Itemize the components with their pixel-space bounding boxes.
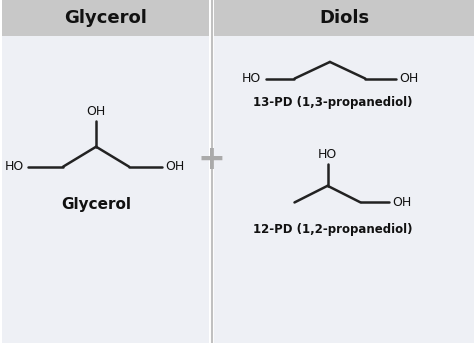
Bar bbox=[214, 0, 474, 343]
Text: OH: OH bbox=[86, 105, 106, 118]
Text: OH: OH bbox=[165, 160, 185, 173]
Text: 13-PD (1,3-propanediol): 13-PD (1,3-propanediol) bbox=[253, 96, 412, 109]
Text: HO: HO bbox=[242, 72, 262, 85]
Bar bbox=[214, 0, 474, 36]
Text: 12-PD (1,2-propanediol): 12-PD (1,2-propanediol) bbox=[253, 223, 412, 236]
Text: Diols: Diols bbox=[319, 9, 369, 27]
Text: Glycerol: Glycerol bbox=[61, 197, 131, 212]
Text: HO: HO bbox=[5, 160, 24, 173]
Text: OH: OH bbox=[400, 72, 419, 85]
Text: OH: OH bbox=[392, 196, 411, 209]
Text: Glycerol: Glycerol bbox=[64, 9, 147, 27]
Text: +: + bbox=[198, 143, 226, 176]
Bar bbox=[1, 0, 210, 36]
Text: HO: HO bbox=[318, 148, 337, 161]
Bar bbox=[1, 0, 210, 343]
